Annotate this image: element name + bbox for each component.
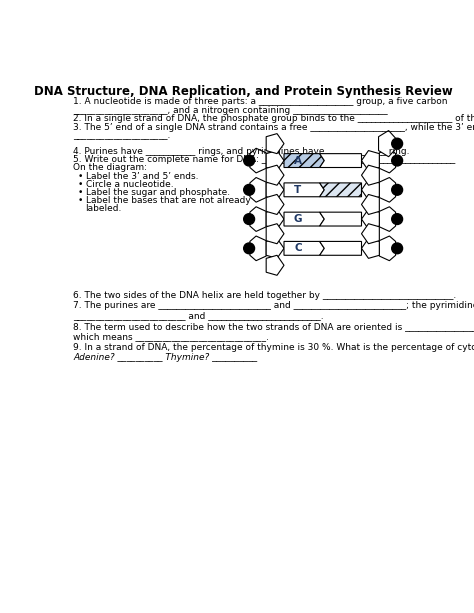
Polygon shape bbox=[362, 194, 379, 215]
Polygon shape bbox=[362, 151, 379, 170]
Text: _________________________ and _________________________.: _________________________ and __________… bbox=[73, 311, 324, 320]
Polygon shape bbox=[362, 165, 379, 185]
Text: 4. Purines have ___________ rings, and pyrimidines have _____________ ring.: 4. Purines have ___________ rings, and p… bbox=[73, 147, 410, 156]
Polygon shape bbox=[379, 178, 396, 202]
Text: 2. In a single strand of DNA, the phosphate group binds to the _________________: 2. In a single strand of DNA, the phosph… bbox=[73, 115, 474, 123]
Text: _____________________.: _____________________. bbox=[73, 131, 171, 140]
Polygon shape bbox=[362, 209, 379, 229]
Polygon shape bbox=[379, 207, 396, 232]
Polygon shape bbox=[250, 236, 266, 261]
Polygon shape bbox=[284, 183, 324, 197]
Polygon shape bbox=[284, 212, 324, 226]
Text: T: T bbox=[294, 185, 301, 195]
Polygon shape bbox=[319, 242, 362, 255]
Polygon shape bbox=[266, 238, 284, 258]
Text: Adenine? __________ Thymine? __________: Adenine? __________ Thymine? __________ bbox=[73, 353, 257, 362]
Text: 8. The term used to describe how the two strands of DNA are oriented is ________: 8. The term used to describe how the two… bbox=[73, 322, 474, 331]
Polygon shape bbox=[266, 224, 284, 244]
Text: •: • bbox=[78, 196, 83, 205]
Text: •: • bbox=[78, 180, 83, 189]
Polygon shape bbox=[362, 224, 379, 244]
Text: labeled.: labeled. bbox=[86, 204, 122, 213]
Polygon shape bbox=[266, 165, 284, 185]
Circle shape bbox=[392, 243, 402, 254]
Polygon shape bbox=[362, 180, 379, 200]
Polygon shape bbox=[319, 183, 362, 197]
Polygon shape bbox=[319, 212, 362, 226]
Polygon shape bbox=[266, 151, 284, 170]
Polygon shape bbox=[379, 148, 396, 173]
Text: Circle a nucleotide.: Circle a nucleotide. bbox=[86, 180, 173, 189]
Polygon shape bbox=[379, 131, 396, 157]
Text: _____________________, and a nitrogen containing _____________________: _____________________, and a nitrogen co… bbox=[73, 106, 388, 115]
Text: 5. Write out the complete name for DNA: ________________________________________: 5. Write out the complete name for DNA: … bbox=[73, 155, 456, 164]
Text: 9. In a strand of DNA, the percentage of thymine is 30 %. What is the percentage: 9. In a strand of DNA, the percentage of… bbox=[73, 343, 474, 352]
Text: Label the 3’ and 5’ ends.: Label the 3’ and 5’ ends. bbox=[86, 172, 198, 181]
Circle shape bbox=[244, 155, 255, 166]
Text: Label the bases that are not already: Label the bases that are not already bbox=[86, 196, 250, 205]
Circle shape bbox=[392, 185, 402, 195]
Text: G: G bbox=[294, 214, 302, 224]
Text: C: C bbox=[294, 243, 302, 253]
Polygon shape bbox=[250, 148, 266, 173]
Text: •: • bbox=[78, 188, 83, 197]
Polygon shape bbox=[379, 236, 396, 261]
Text: 1. A nucleotide is made of three parts: a _____________________ group, a five ca: 1. A nucleotide is made of three parts: … bbox=[73, 97, 448, 107]
Circle shape bbox=[392, 155, 402, 166]
Circle shape bbox=[244, 214, 255, 224]
Polygon shape bbox=[266, 209, 284, 229]
Polygon shape bbox=[362, 238, 379, 258]
Circle shape bbox=[392, 214, 402, 224]
Text: On the diagram:: On the diagram: bbox=[73, 164, 147, 172]
Circle shape bbox=[392, 139, 402, 149]
Text: 7. The purines are _________________________ and _________________________; the : 7. The purines are _____________________… bbox=[73, 301, 474, 310]
Polygon shape bbox=[284, 242, 324, 255]
Polygon shape bbox=[319, 154, 362, 167]
Polygon shape bbox=[266, 255, 284, 275]
Text: which means _____________________________.: which means ____________________________… bbox=[73, 332, 269, 341]
Text: 3. The 5’ end of a single DNA strand contains a free _____________________, whil: 3. The 5’ end of a single DNA strand con… bbox=[73, 123, 474, 132]
Circle shape bbox=[244, 185, 255, 195]
Text: 6. The two sides of the DNA helix are held together by _________________________: 6. The two sides of the DNA helix are he… bbox=[73, 291, 456, 300]
Polygon shape bbox=[266, 194, 284, 215]
Polygon shape bbox=[284, 154, 324, 167]
Text: DNA Structure, DNA Replication, and Protein Synthesis Review: DNA Structure, DNA Replication, and Prot… bbox=[34, 85, 452, 98]
Text: A: A bbox=[294, 156, 302, 166]
Polygon shape bbox=[250, 207, 266, 232]
Polygon shape bbox=[266, 134, 284, 154]
Circle shape bbox=[244, 243, 255, 254]
Polygon shape bbox=[250, 178, 266, 202]
Text: Label the sugar and phosphate.: Label the sugar and phosphate. bbox=[86, 188, 230, 197]
Polygon shape bbox=[266, 180, 284, 200]
Text: •: • bbox=[78, 172, 83, 181]
